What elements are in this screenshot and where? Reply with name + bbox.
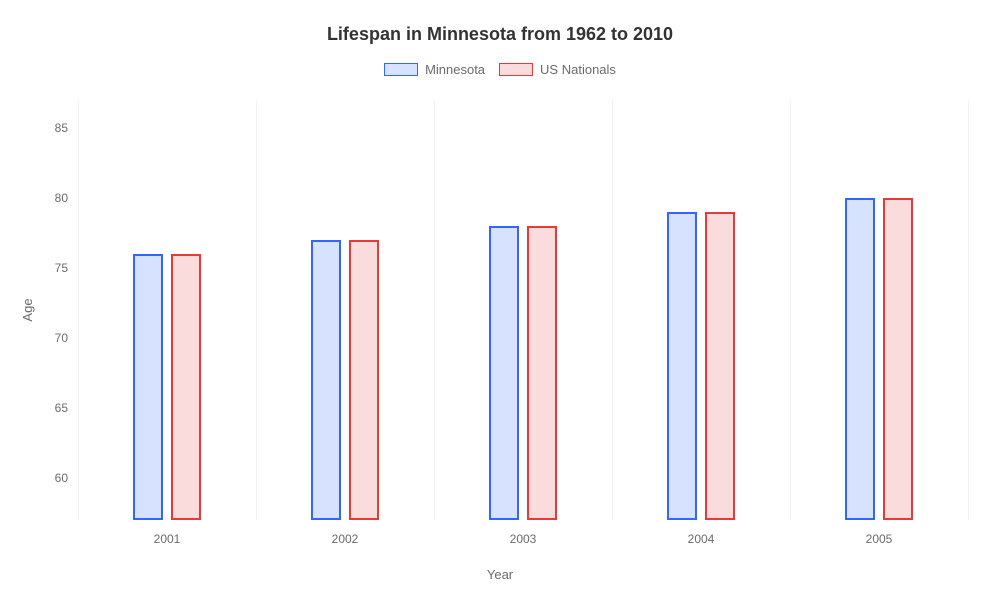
bar-minnesota-2004 [667, 212, 697, 520]
gridline-v [612, 100, 613, 520]
gridline-v [790, 100, 791, 520]
x-tick: 2005 [866, 532, 893, 546]
legend: Minnesota US Nationals [0, 62, 1000, 77]
x-tick: 2001 [154, 532, 181, 546]
bar-us-nationals-2003 [527, 226, 557, 520]
y-tick: 70 [55, 331, 68, 345]
plot-area: 60657075808520012002200320042005 [78, 100, 968, 520]
y-axis-label: Age [20, 298, 35, 321]
x-axis-label: Year [0, 567, 1000, 582]
legend-label-us-nationals: US Nationals [540, 62, 616, 77]
legend-label-minnesota: Minnesota [425, 62, 485, 77]
x-tick: 2003 [510, 532, 537, 546]
gridline-v [434, 100, 435, 520]
gridline-v [78, 100, 79, 520]
y-tick: 60 [55, 471, 68, 485]
y-tick: 65 [55, 401, 68, 415]
y-tick: 75 [55, 261, 68, 275]
bar-us-nationals-2005 [883, 198, 913, 520]
y-tick: 85 [55, 121, 68, 135]
bar-minnesota-2005 [845, 198, 875, 520]
y-tick: 80 [55, 191, 68, 205]
legend-swatch-minnesota [384, 63, 418, 76]
bar-us-nationals-2004 [705, 212, 735, 520]
bar-minnesota-2002 [311, 240, 341, 520]
bar-us-nationals-2002 [349, 240, 379, 520]
chart-title: Lifespan in Minnesota from 1962 to 2010 [0, 24, 1000, 45]
gridline-v [968, 100, 969, 520]
bar-minnesota-2001 [133, 254, 163, 520]
legend-item-minnesota: Minnesota [384, 62, 485, 77]
bar-minnesota-2003 [489, 226, 519, 520]
chart-container: Lifespan in Minnesota from 1962 to 2010 … [0, 0, 1000, 600]
bar-us-nationals-2001 [171, 254, 201, 520]
legend-swatch-us-nationals [499, 63, 533, 76]
legend-item-us-nationals: US Nationals [499, 62, 616, 77]
x-tick: 2002 [332, 532, 359, 546]
gridline-v [256, 100, 257, 520]
x-tick: 2004 [688, 532, 715, 546]
